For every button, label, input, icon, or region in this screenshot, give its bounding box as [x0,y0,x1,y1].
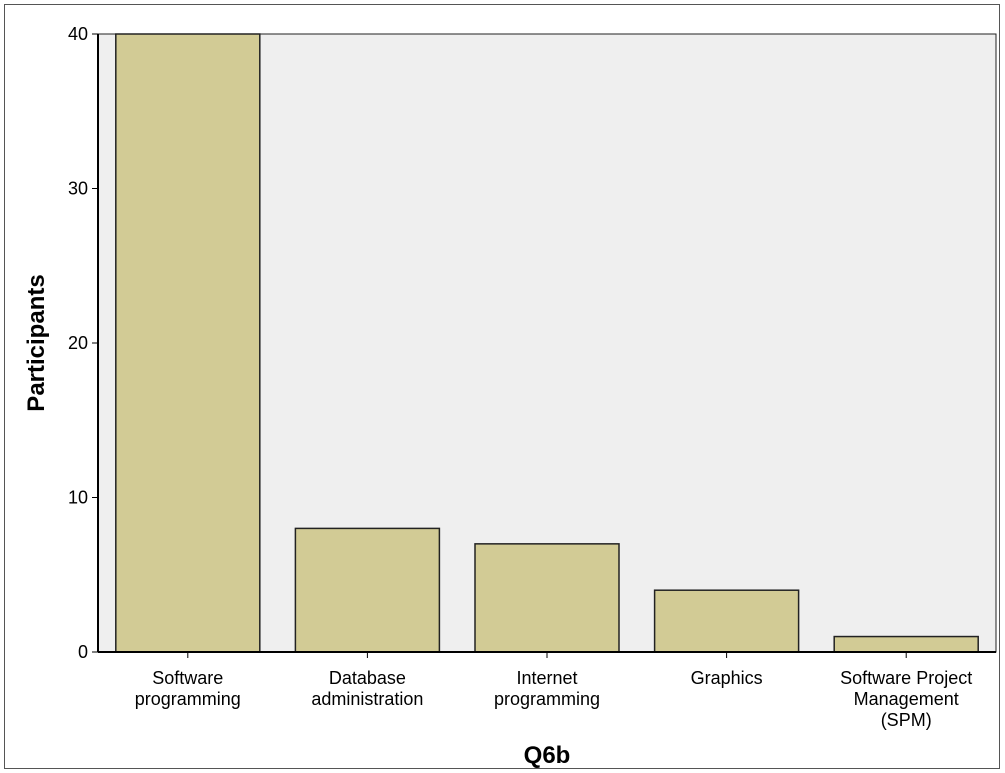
x-axis-ticks: Software programming Database administratio… [135,652,972,730]
x-category-label: Graphics [691,668,763,688]
y-tick-label: 10 [68,488,88,508]
y-tick-label: 0 [78,642,88,662]
x-axis-title: Q6b [524,742,571,769]
bar-2 [474,543,620,653]
x-category-label: Internet programming [494,668,600,709]
bar-0 [115,33,261,653]
x-category-label: Software Project Management (SPM) [840,668,972,730]
x-category-label: Database administration [311,668,423,709]
y-axis-ticks: 0 10 20 30 40 [68,24,98,662]
bars-group [115,33,979,653]
y-tick-label: 30 [68,179,88,199]
y-tick-label: 40 [68,24,88,44]
y-axis-title: Participants [23,274,50,411]
bar-1 [294,527,441,653]
bar-4 [833,635,979,653]
y-tick-label: 20 [68,333,88,353]
bar-3 [653,589,800,653]
x-category-label: Software programming [135,668,241,709]
